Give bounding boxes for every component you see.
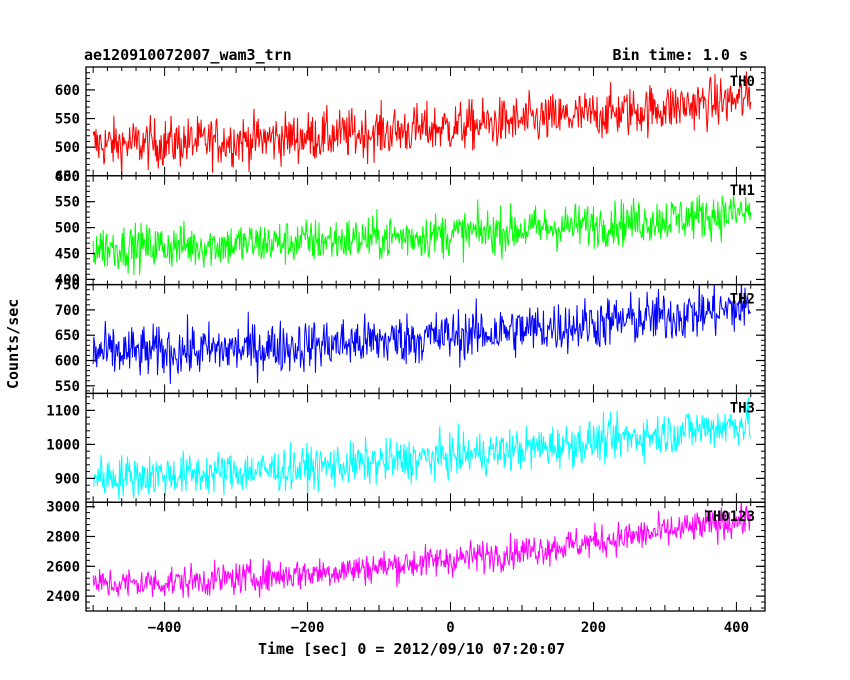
y-tick-label: 750 [55, 278, 80, 294]
y-tick-label: 700 [55, 303, 80, 319]
y-tick-label: 550 [55, 195, 80, 211]
x-axis-label: Time [sec] 0 = 2012/09/10 07:20:07 [258, 640, 566, 658]
y-tick-label: 400 [55, 272, 80, 288]
y-tick-label: 3000 [46, 500, 80, 516]
panel-label-th0: TH0 [730, 74, 755, 90]
y-axis-label: Counts/sec [4, 298, 22, 389]
y-tick-label: 500 [55, 221, 80, 237]
x-tick-label: 0 [446, 620, 454, 636]
panel-label-th1: TH1 [730, 183, 755, 199]
y-tick-label: 450 [55, 169, 80, 185]
y-tick-label: 600 [55, 83, 80, 99]
lightcurve-th0123 [92, 502, 752, 598]
y-tick-label: 600 [55, 169, 80, 185]
x-tick-label: −400 [148, 620, 182, 636]
x-tick-label: 200 [581, 620, 606, 636]
y-tick-label: 1000 [46, 437, 80, 453]
lightcurve-th0 [92, 71, 752, 176]
plot-title: ae120910072007_wam3_trn [84, 46, 292, 64]
x-tick-label: −200 [291, 620, 325, 636]
y-tick-label: 2400 [46, 589, 80, 605]
panel-frame-th3 [85, 392, 766, 503]
y-tick-label: 900 [55, 471, 80, 487]
y-tick-label: 650 [55, 328, 80, 344]
y-tick-label: 2600 [46, 559, 80, 575]
panel-label-th2: TH2 [730, 292, 755, 308]
panel-label-th3: TH3 [730, 400, 755, 416]
x-tick-label: 400 [724, 620, 749, 636]
y-tick-label: 550 [55, 379, 80, 395]
y-tick-label: 2800 [46, 529, 80, 545]
y-tick-label: 600 [55, 354, 80, 370]
lightcurve-th3 [92, 397, 752, 500]
bin-time-label: Bin time: 1.0 s [612, 46, 748, 64]
y-tick-label: 500 [55, 140, 80, 156]
y-tick-label: 1100 [46, 403, 80, 419]
panel-frame-th0123 [85, 501, 766, 612]
lightcurve-th1 [92, 190, 752, 275]
y-tick-label: 450 [55, 247, 80, 263]
panel-label-th0123: TH0123 [704, 509, 755, 525]
y-tick-label: 550 [55, 112, 80, 128]
lightcurve-th2 [92, 284, 752, 385]
